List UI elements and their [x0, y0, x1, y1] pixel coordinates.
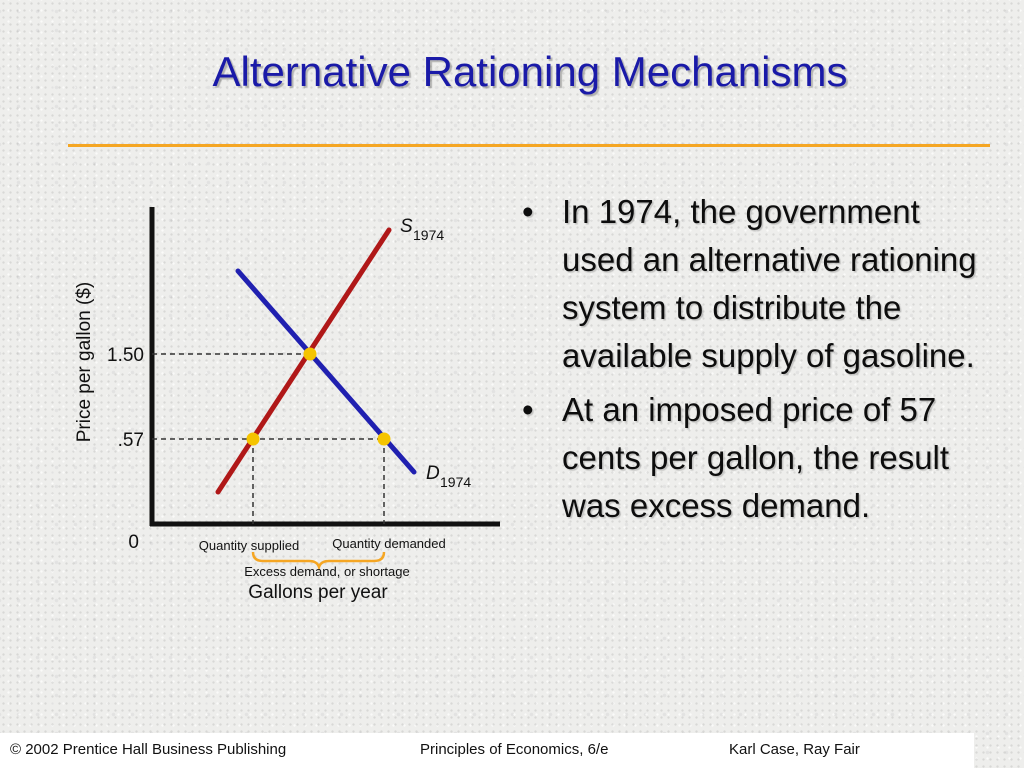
origin-label: 0 [128, 532, 139, 553]
bullet-item: • In 1974, the government used an altern… [520, 188, 1000, 380]
quantity-supplied-label: Quantity supplied [199, 538, 299, 553]
footer-copyright: © 2002 Prentice Hall Business Publishing [10, 741, 287, 758]
bullet-text: At an imposed price of 57 cents per gall… [562, 391, 950, 524]
footer-bar: © 2002 Prentice Hall Business Publishing… [0, 733, 974, 768]
shortage-bracket [251, 551, 386, 571]
quantity-demanded-point [377, 432, 391, 446]
title-underline [68, 144, 990, 147]
supply-demand-chart: S 1974 D 1974 1.50 .57 0 Price per gallo… [74, 207, 500, 603]
supply-curve [215, 227, 392, 495]
demand-label-sub: 1974 [440, 474, 471, 490]
supply-label-main: S [400, 216, 413, 237]
y-axis-label: Price per gallon ($) [74, 282, 95, 443]
supply-label-sub: 1974 [413, 227, 444, 243]
shortage-label: Excess demand, or shortage [244, 564, 409, 579]
equilibrium-point [303, 347, 317, 361]
quantity-supplied-point [246, 432, 260, 446]
footer-authors: Karl Case, Ray Fair [729, 741, 860, 758]
demand-label-main: D [426, 463, 440, 484]
quantity-demanded-label: Quantity demanded [332, 536, 445, 551]
bullet-list: • In 1974, the government used an altern… [520, 188, 1000, 536]
slide-title: Alternative Rationing Mechanisms [212, 48, 848, 95]
x-axis-label: Gallons per year [248, 582, 388, 603]
bullet-item: • At an imposed price of 57 cents per ga… [520, 386, 1000, 530]
bullet-marker: • [522, 193, 534, 230]
bullet-marker: • [522, 391, 534, 428]
footer-book-title: Principles of Economics, 6/e [420, 741, 609, 758]
y-tick-057: .57 [118, 430, 144, 451]
y-tick-150: 1.50 [107, 345, 144, 366]
bullet-text: In 1974, the government used an alternat… [562, 193, 977, 374]
